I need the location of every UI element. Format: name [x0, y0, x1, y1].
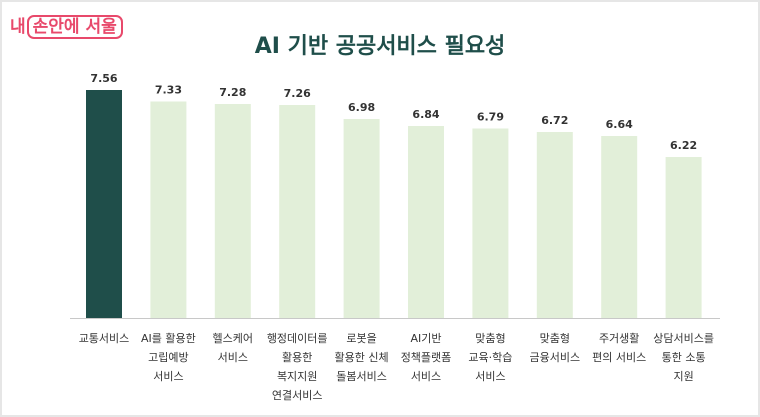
bar	[150, 101, 187, 318]
bar	[536, 132, 573, 318]
bar	[601, 136, 638, 318]
logo-boxed: 손안에 서울	[26, 15, 123, 39]
bar	[472, 128, 509, 318]
x-tick-label: 로봇을 활용한 신체 돌봄서비스	[334, 332, 389, 383]
bar	[343, 119, 380, 318]
data-label: 6.64	[606, 118, 633, 131]
x-tick-label: AI기반 정책플랫폼 서비스	[400, 332, 452, 383]
x-tick-label: 교통서비스	[78, 332, 130, 345]
logo: 내 손안에 서울	[10, 12, 123, 39]
x-tick-label: AI를 활용한 고립예방 서비스	[141, 332, 196, 383]
x-tick-label: 주거생활 편의 서비스	[592, 332, 647, 364]
x-tick-label: 상담서비스를 통한 소통 지원	[653, 332, 714, 383]
data-label: 6.22	[670, 139, 697, 152]
x-tick-label: 행정데이터를 활용한 복지지원 연결서비스	[266, 332, 328, 402]
data-label: 6.72	[541, 114, 568, 127]
data-label: 6.84	[412, 108, 439, 121]
bar	[214, 104, 251, 318]
bar	[86, 90, 122, 318]
logo-prefix: 내	[10, 17, 26, 37]
x-tick-label: 헬스케어 서비스	[212, 332, 254, 364]
data-label: 7.28	[219, 86, 246, 99]
bar	[665, 157, 702, 318]
data-label: 7.33	[155, 84, 182, 97]
x-tick-label: 맞춤형 금융서비스	[529, 332, 581, 364]
data-label: 6.98	[348, 101, 375, 114]
data-label: 6.79	[477, 111, 504, 124]
bar	[408, 126, 444, 318]
data-label: 7.26	[284, 87, 311, 100]
x-tick-label: 맞춤형 교육·학습 서비스	[468, 332, 513, 383]
chart-title: AI 기반 공공서비스 필요성	[254, 34, 506, 59]
data-label: 7.56	[90, 72, 117, 85]
bar	[279, 105, 316, 318]
